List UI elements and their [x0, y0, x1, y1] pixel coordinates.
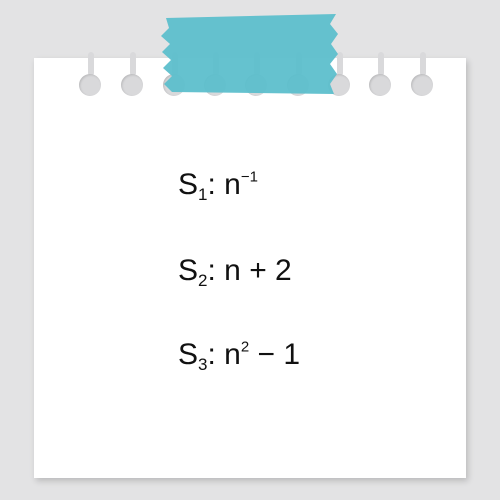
statement-separator: : — [207, 254, 216, 287]
binder-ring — [337, 52, 343, 76]
statement-separator: : — [207, 338, 216, 371]
binder-ring — [130, 52, 136, 76]
statement-label: S — [178, 168, 199, 201]
binder-hole-icon — [411, 74, 433, 96]
statement-rest: + 2 — [249, 254, 292, 287]
statement-2: S2: n + 2 — [178, 254, 292, 289]
statement-3: S3: n2 − 1 — [178, 338, 301, 373]
statement-base: n — [224, 168, 241, 201]
binder-ring — [420, 52, 426, 76]
statement-index: 2 — [198, 270, 208, 290]
statement-index: 3 — [198, 354, 208, 374]
statement-separator: : — [207, 168, 216, 201]
statement-label: S — [178, 254, 199, 287]
binder-hole-icon — [79, 74, 101, 96]
statement-base: n — [224, 254, 241, 287]
statement-1: S1: n−1 — [178, 168, 258, 203]
tape-fill — [161, 14, 338, 94]
statement-exponent: 2 — [240, 338, 250, 356]
binder-hole-icon — [121, 74, 143, 96]
statement-index: 1 — [198, 184, 208, 204]
statement-label: S — [178, 338, 199, 371]
tape-icon — [160, 14, 340, 96]
binder-hole-icon — [369, 74, 391, 96]
tape-shape — [161, 14, 338, 94]
statement-rest: − 1 — [257, 338, 301, 371]
binder-ring — [378, 52, 384, 76]
binder-hole-icon — [328, 74, 350, 96]
binder-ring — [88, 52, 94, 76]
statement-base: n — [224, 338, 241, 371]
statement-exponent: −1 — [240, 168, 258, 186]
